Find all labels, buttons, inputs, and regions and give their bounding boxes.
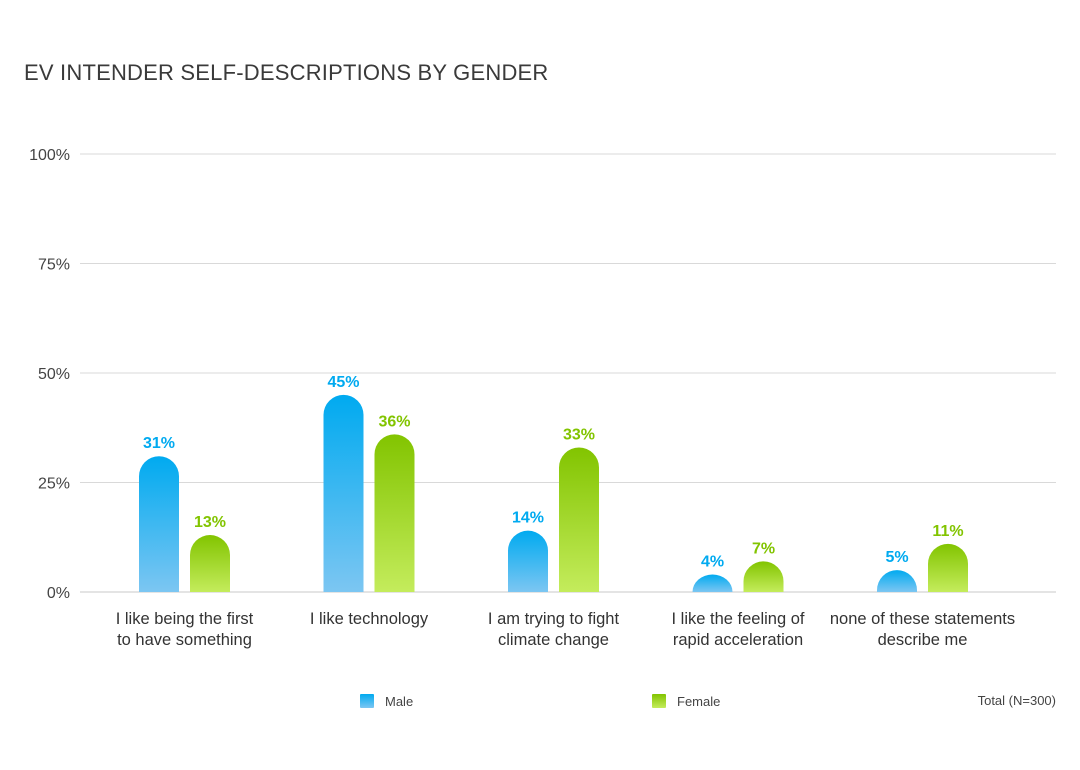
bar-male bbox=[508, 530, 548, 592]
bar-male bbox=[877, 570, 917, 592]
data-label-female: 13% bbox=[194, 514, 226, 531]
bar-male bbox=[139, 456, 179, 592]
sample-size-note: Total (N=300) bbox=[977, 693, 1056, 708]
legend-swatch-female bbox=[652, 694, 666, 708]
bar-female bbox=[559, 447, 599, 592]
x-tick-label: none of these statements describe me bbox=[830, 610, 1015, 649]
x-tick-label: I like being the first to have something bbox=[116, 610, 254, 649]
bar-female bbox=[374, 434, 415, 592]
legend-label-female: Female bbox=[677, 693, 721, 709]
legend-swatch-male bbox=[360, 694, 374, 708]
data-label-male: 45% bbox=[327, 374, 359, 391]
data-label-female: 36% bbox=[378, 413, 410, 430]
data-label-male: 4% bbox=[701, 553, 724, 570]
bar-female bbox=[190, 535, 230, 592]
bar-male bbox=[692, 574, 733, 592]
x-tick-label: I like technology bbox=[310, 610, 429, 628]
y-tick-label: 75% bbox=[38, 257, 70, 274]
legend-item-male: Male bbox=[360, 692, 413, 710]
y-tick-label: 25% bbox=[38, 476, 70, 493]
data-label-male: 14% bbox=[512, 510, 544, 527]
bar-female bbox=[743, 561, 784, 592]
x-tick-label: I am trying to fight climate change bbox=[488, 610, 620, 649]
y-tick-label: 50% bbox=[38, 366, 70, 383]
chart-title: EV INTENDER SELF-DESCRIPTIONS BY GENDER bbox=[24, 60, 549, 85]
x-tick-label: I like the feeling of rapid acceleration bbox=[672, 610, 805, 649]
data-label-male: 5% bbox=[885, 549, 908, 566]
data-label-male: 31% bbox=[143, 435, 175, 452]
data-label-female: 7% bbox=[752, 540, 775, 557]
y-tick-label: 100% bbox=[29, 147, 70, 164]
legend-item-female: Female bbox=[652, 692, 720, 710]
bar-female bbox=[928, 543, 968, 592]
legend-label-male: Male bbox=[385, 693, 414, 709]
data-label-female: 11% bbox=[932, 523, 963, 540]
bar-male bbox=[323, 394, 364, 592]
data-label-female: 33% bbox=[563, 426, 595, 443]
y-tick-label: 0% bbox=[47, 585, 70, 602]
